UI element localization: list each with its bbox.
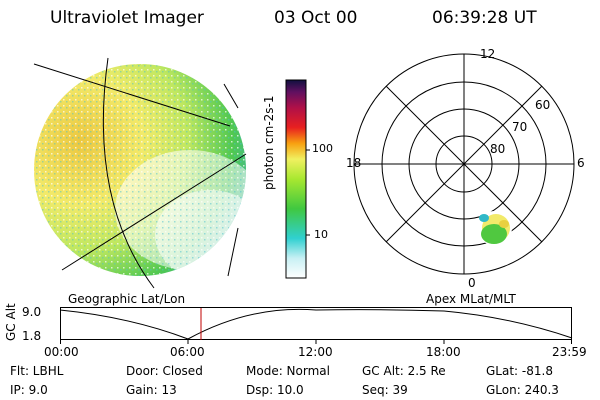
info-filter: Flt: LBHL: [10, 364, 64, 378]
instrument-title: Ultraviolet Imager: [50, 8, 204, 28]
time-tick-1800: 18:00: [426, 345, 461, 359]
mlt-label-0: 0: [468, 276, 476, 290]
info-mode: Mode: Normal: [246, 364, 330, 378]
polar-plot: [353, 53, 575, 275]
gc-alt-axis-label: GC Alt: [4, 303, 18, 341]
time-tick-1200: 12:00: [298, 345, 333, 359]
gc-alt-tick-9: 9.0: [22, 305, 42, 319]
info-glat: GLat: -81.8: [486, 364, 553, 378]
date-label: 03 Oct 00: [274, 8, 358, 28]
colorbar-tick-100: 100: [312, 142, 333, 155]
gc-alt-plot: [59, 307, 573, 344]
info-ip: IP: 9.0: [10, 383, 48, 397]
time-tick-2359: 23:59: [552, 345, 587, 359]
apex-label: Apex MLat/MLT: [426, 292, 516, 306]
time-tick-0600: 06:00: [170, 345, 205, 359]
info-gain: Gain: 13: [126, 383, 177, 397]
time-label: 06:39:28 UT: [432, 8, 537, 28]
mlt-label-12: 12: [480, 47, 496, 61]
geographic-label: Geographic Lat/Lon: [68, 292, 186, 306]
info-glon: GLon: 240.3: [486, 383, 559, 397]
mlt-label-6: 6: [577, 156, 585, 170]
colorbar-tick-10: 10: [314, 228, 328, 241]
lat-label-70: 70: [512, 120, 528, 134]
info-dsp: Dsp: 10.0: [246, 383, 304, 397]
lat-label-80: 80: [490, 142, 506, 156]
info-door: Door: Closed: [126, 364, 203, 378]
aurora-spot: [476, 211, 512, 245]
colorbar: [285, 79, 310, 279]
colorbar-unit-label: photon cm-2s-1: [262, 95, 276, 191]
lat-label-60: 60: [535, 98, 551, 112]
uv-image: [33, 57, 247, 289]
time-tick-0000: 00:00: [44, 345, 79, 359]
info-gc-alt: GC Alt: 2.5 Re: [362, 364, 446, 378]
mlt-label-18: 18: [346, 156, 362, 170]
info-seq: Seq: 39: [362, 383, 408, 397]
gc-alt-tick-1-8: 1.8: [22, 329, 42, 343]
